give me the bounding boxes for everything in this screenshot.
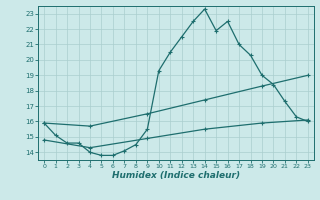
X-axis label: Humidex (Indice chaleur): Humidex (Indice chaleur) <box>112 171 240 180</box>
